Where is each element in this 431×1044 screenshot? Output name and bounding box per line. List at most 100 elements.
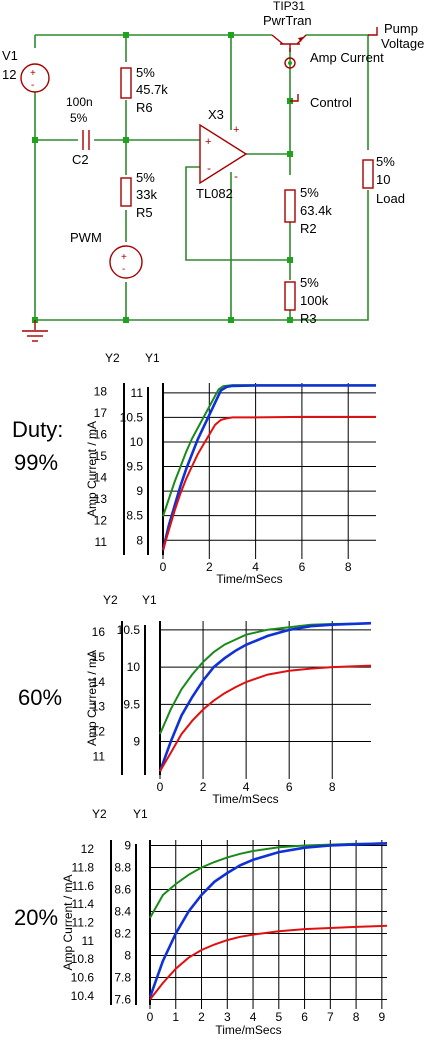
x-tick-label: 0 <box>147 1010 154 1024</box>
pump-label-2: Voltage <box>381 36 424 51</box>
x-tick-label: 0 <box>160 560 167 574</box>
svg-text:+: + <box>30 68 36 79</box>
y1-tick-label: 8.2 <box>114 927 131 941</box>
y1-axis-title: Y1 <box>145 351 160 365</box>
y1-tick-label: 8 <box>136 533 143 547</box>
series-green-line <box>162 384 376 517</box>
y2-tick-label: 14 <box>92 675 106 689</box>
x-tick-label: 1 <box>172 1010 179 1024</box>
y1-tick-label: 8.6 <box>114 883 131 897</box>
amp-current-label: Amp Current <box>310 50 384 65</box>
resistor-r2: 5% 63.4k R2 <box>284 185 332 236</box>
x-tick-label: 7 <box>327 1010 334 1024</box>
y1-tick-label: 9.5 <box>126 460 143 474</box>
series-blue-line <box>158 621 372 772</box>
x-tick-label: 8 <box>329 780 336 794</box>
x-tick-label: 2 <box>198 1010 205 1024</box>
y2-tick-label: 11.6 <box>72 879 95 893</box>
svg-text:-: - <box>207 161 211 175</box>
r5-value: 33k <box>136 187 157 202</box>
r6-tolerance: 5% <box>136 65 155 80</box>
y1-axis-title: Y1 <box>133 807 148 821</box>
svg-text:+: + <box>121 252 127 263</box>
y2-tick-label: 14 <box>94 471 108 485</box>
control-probe: Control <box>290 94 352 110</box>
y2-tick-label: 11.2 <box>72 916 95 930</box>
x3-model: TL082 <box>196 186 233 201</box>
y1-tick-label: 9 <box>124 839 131 853</box>
r3-value: 100k <box>300 293 329 308</box>
y2-tick-label: 12 <box>94 514 108 528</box>
y2-tick-label: 15 <box>94 449 108 463</box>
y1-axis-title: Y1 <box>142 593 157 607</box>
x-tick-label: 0 <box>157 780 164 794</box>
y1-tick-label: 10.5 <box>117 623 141 637</box>
load-name: Load <box>376 191 405 206</box>
x-tick-label: 9 <box>379 1010 386 1024</box>
series-red-line <box>159 664 372 772</box>
y2-tick-label: 10.8 <box>71 952 95 966</box>
duty-99: 99% <box>14 450 58 475</box>
chart-duty-20: 0 1 2 3 4 5 6 7 8 97.67.888.28.48.68.8910.410.610… <box>61 807 388 1037</box>
r2-value: 63.4k <box>300 203 332 218</box>
y2-tick-label: 12 <box>92 725 106 739</box>
r5-name: R5 <box>136 205 153 220</box>
ground-icon <box>22 320 48 342</box>
y-axis-label: Amp Current / mA <box>61 874 75 970</box>
y2-tick-label: 13 <box>94 492 108 506</box>
svg-text:+: + <box>205 136 211 148</box>
chart-duty-99: 0 2 4 6 8 8 8.5 9 9.5 10 10.5 11 11 12 13 14 15 16 17 18 Y2 Y… <box>85 351 376 586</box>
x-tick-label: 2 <box>206 560 213 574</box>
x-axis-label: Time/mSecs <box>216 572 282 586</box>
y1-tick-label: 7.6 <box>114 993 131 1007</box>
resistor-r5: 5% 33k R5 <box>120 170 157 220</box>
y1-tick-label: 10 <box>127 660 141 674</box>
capacitor-c2: 100n 5% C2 <box>66 95 93 167</box>
chart-duty-60: 0 2 4 6 8 9 9.5 10 10.5 11 12 13 14 15 16 Y2 Y1 Time/mSec… <box>85 593 372 806</box>
y2-tick-label: 16 <box>94 428 108 442</box>
x-axis-label: Time/mSecs <box>215 1023 281 1037</box>
y2-tick-label: 16 <box>92 625 106 639</box>
pump-label-1: Pump <box>384 21 418 36</box>
junction-dots <box>32 32 293 323</box>
v1-source: + - V1 12 <box>2 48 50 93</box>
y2-axis-title: Y2 <box>92 807 107 821</box>
v1-value: 12 <box>2 67 16 82</box>
y2-axis-title: Y2 <box>103 593 118 607</box>
x-tick-label: 4 <box>252 560 259 574</box>
svg-text:-: - <box>122 264 125 275</box>
y2-tick-label: 11 <box>95 535 108 549</box>
x-tick-label: 6 <box>299 560 306 574</box>
r3-name: R3 <box>300 311 317 326</box>
duty-20: 20% <box>14 905 58 930</box>
y2-tick-label: 10.6 <box>71 971 95 985</box>
x-tick-label: 4 <box>250 1010 257 1024</box>
y1-tick-label: 9 <box>133 735 140 749</box>
circuit-schematic: + - V1 12 100n 5% C2 5% 45.7k R6 <box>2 0 424 342</box>
duty-heading: Duty: <box>12 417 63 442</box>
y2-tick-label: 10.4 <box>71 989 95 1003</box>
r3-tolerance: 5% <box>300 275 319 290</box>
pump-voltage-probe: Pump Voltage <box>368 21 424 51</box>
x-tick-label: 6 <box>301 1010 308 1024</box>
load-value: 10 <box>376 172 390 187</box>
duty-60: 60% <box>18 685 62 710</box>
y1-tick-label: 8.4 <box>114 905 131 919</box>
r5-tolerance: 5% <box>136 170 155 185</box>
y2-tick-label: 12 <box>81 842 95 856</box>
resistor-load: 5% 10 Load <box>362 154 405 206</box>
pwm-source: + - PWM <box>70 230 143 279</box>
amp-current-probe: Amp Current <box>284 50 384 69</box>
x3-name: X3 <box>208 107 224 122</box>
y1-tick-label: 10 <box>130 435 144 449</box>
y1-tick-label: 9.5 <box>123 697 140 711</box>
y2-tick-label: 11.8 <box>72 861 95 875</box>
y1-tick-label: 8 <box>124 949 131 963</box>
wire-ground-rail <box>35 190 369 321</box>
wire-feedback <box>185 166 290 261</box>
y2-tick-label: 15 <box>92 650 106 664</box>
v1-name: V1 <box>2 48 18 63</box>
x-tick-label: 5 <box>275 1010 282 1024</box>
resistor-r3: 5% 100k R3 <box>284 275 329 326</box>
